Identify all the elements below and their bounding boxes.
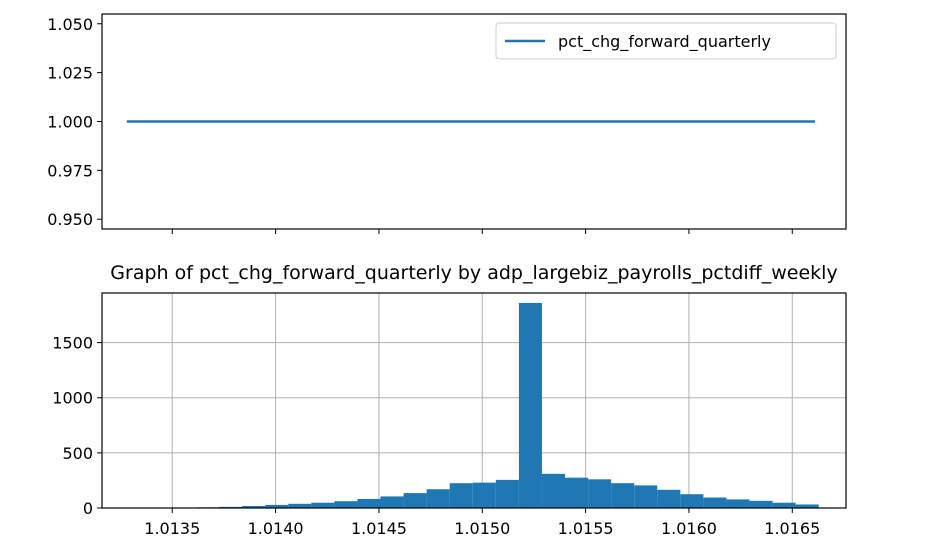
histogram-bar xyxy=(726,499,750,508)
histogram-bar xyxy=(541,473,566,508)
histogram-bar xyxy=(634,485,658,508)
histogram-x-ticks: 1.0135 1.0140 1.0145 1.0150 1.0155 1.0160 1.01… xyxy=(144,508,820,538)
histogram-title: Graph of pct_chg_forward_quarterly by ad… xyxy=(110,262,837,284)
histogram-y-tick-label: 1500 xyxy=(52,334,93,353)
histogram-bar xyxy=(703,497,727,508)
histogram-bar xyxy=(588,479,612,508)
histogram-bar xyxy=(795,504,819,508)
histogram-bar xyxy=(565,477,589,508)
histogram-bar xyxy=(380,496,404,508)
histogram-bar xyxy=(472,482,496,508)
line-y-tick-label: 1.025 xyxy=(47,64,93,83)
histogram-x-tick-label: 1.0160 xyxy=(661,519,717,538)
histogram-bar xyxy=(772,502,796,508)
histogram-x-tick-label: 1.0165 xyxy=(764,519,820,538)
line-y-tick-label: 1.050 xyxy=(47,15,93,34)
histogram-bar xyxy=(265,504,289,508)
legend-box xyxy=(495,22,837,60)
histogram-bar xyxy=(288,503,312,508)
line-x-ticks xyxy=(171,229,793,234)
histogram-bar xyxy=(242,506,266,508)
histogram-bar xyxy=(449,483,473,508)
line-subplot: 0.950 0.975 1.000 1.025 1.050 pct_chg_forwar… xyxy=(47,13,847,234)
histogram-x-tick-label: 1.0140 xyxy=(248,519,304,538)
histogram-bar xyxy=(403,493,427,508)
histogram-bar xyxy=(749,500,773,508)
line-y-tick-label: 1.000 xyxy=(47,113,93,132)
histogram-y-tick-label: 0 xyxy=(83,499,93,518)
histogram-y-ticks: 0 500 1000 1500 xyxy=(52,334,102,518)
histogram-bar xyxy=(357,498,381,508)
histogram-bar xyxy=(657,489,681,508)
histogram-x-tick-label: 1.0145 xyxy=(351,519,407,538)
histogram-bar xyxy=(426,489,450,508)
histogram-y-tick-label: 1000 xyxy=(52,389,93,408)
legend-label: pct_chg_forward_quarterly xyxy=(558,32,771,52)
histogram-x-tick-label: 1.0135 xyxy=(144,519,200,538)
histogram-plot-frame xyxy=(101,292,847,509)
histogram-subplot: Graph of pct_chg_forward_quarterly by ad… xyxy=(52,262,847,538)
legend[interactable]: pct_chg_forward_quarterly xyxy=(495,22,837,60)
histogram-bar xyxy=(611,483,635,508)
histogram-plot-background xyxy=(102,293,846,508)
histogram-bar xyxy=(311,502,335,508)
histogram-bars xyxy=(126,302,819,508)
histogram-bar xyxy=(495,479,519,508)
line-plot-frame xyxy=(101,13,847,230)
histogram-x-tick-label: 1.0150 xyxy=(454,519,510,538)
line-y-tick-label: 0.950 xyxy=(47,210,93,229)
line-y-ticks: 0.950 0.975 1.000 1.025 1.050 xyxy=(47,15,102,229)
histogram-bar xyxy=(518,302,542,508)
histogram-bar xyxy=(680,494,704,508)
line-y-tick-label: 0.975 xyxy=(47,161,93,180)
histogram-bar xyxy=(334,501,358,508)
histogram-x-tick-label: 1.0155 xyxy=(558,519,614,538)
histogram-y-tick-label: 500 xyxy=(62,444,93,463)
